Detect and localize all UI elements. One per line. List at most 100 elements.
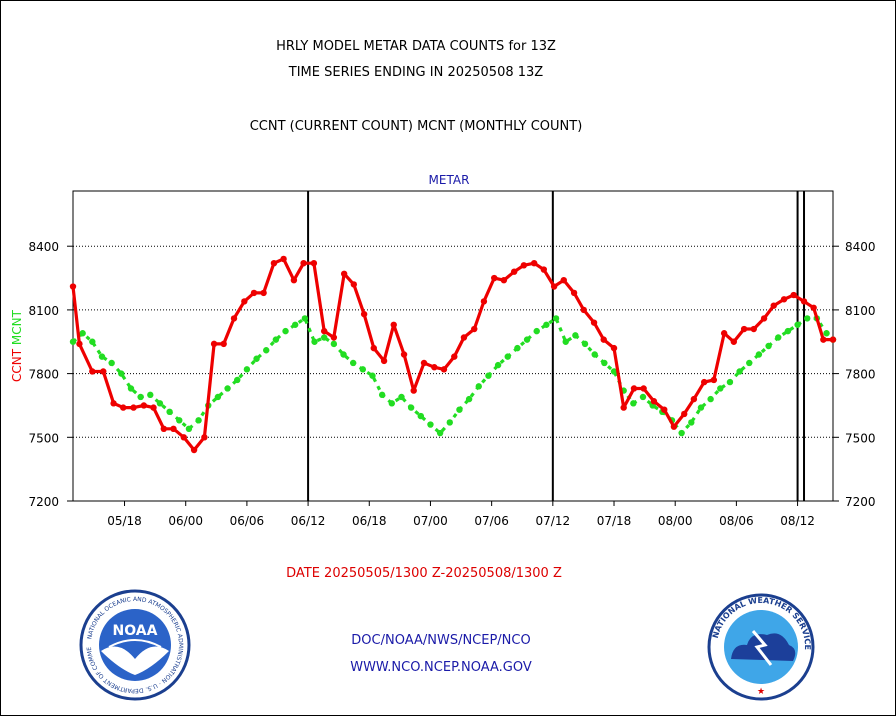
data-point-ccnt-58 — [650, 398, 658, 405]
y-tick-label-right-7500: 7500 — [845, 431, 876, 445]
y-tick-label-left-7500: 7500 — [28, 431, 59, 445]
data-point-ccnt-32 — [390, 321, 397, 328]
x-tick-label-08-12: 08/12 — [780, 514, 815, 528]
data-point-mcnt-34 — [398, 393, 405, 401]
data-point-mcnt-16 — [224, 385, 231, 392]
data-point-ccnt-11 — [180, 434, 187, 441]
data-point-mcnt-51 — [562, 338, 569, 345]
data-point-mcnt-64 — [688, 419, 695, 426]
x-tick-label-07-18: 07/18 — [597, 514, 632, 528]
data-point-mcnt-6 — [127, 385, 135, 392]
data-point-mcnt-49 — [543, 321, 550, 328]
data-point-ccnt-62 — [690, 395, 698, 403]
y-tick-label-left-8400: 8400 — [28, 240, 59, 254]
data-point-ccnt-33 — [400, 351, 408, 358]
data-point-ccnt-49 — [560, 276, 567, 284]
data-point-ccnt-22 — [290, 276, 298, 284]
data-point-ccnt-61 — [681, 410, 688, 418]
data-point-ccnt-2 — [89, 368, 96, 375]
data-point-ccnt-26 — [330, 334, 338, 341]
data-point-ccnt-76 — [829, 336, 837, 343]
data-point-ccnt-18 — [250, 289, 258, 297]
x-tick-label-05-18: 05/18 — [107, 514, 142, 528]
y-tick-label-right-7200: 7200 — [845, 495, 876, 509]
data-point-mcnt-3 — [98, 353, 106, 360]
data-point-ccnt-5 — [120, 404, 127, 411]
data-point-ccnt-38 — [451, 353, 458, 360]
data-point-mcnt-2 — [89, 338, 96, 345]
data-point-mcnt-59 — [639, 393, 647, 401]
data-point-ccnt-35 — [420, 359, 428, 367]
data-point-ccnt-21 — [280, 255, 287, 263]
data-point-ccnt-6 — [130, 404, 137, 411]
data-point-ccnt-36 — [431, 364, 438, 371]
data-point-mcnt-0 — [69, 338, 77, 345]
data-point-ccnt-20 — [270, 259, 278, 267]
y-tick-label-right-7800: 7800 — [845, 368, 876, 382]
data-point-ccnt-73 — [800, 298, 808, 305]
data-point-mcnt-44 — [494, 361, 502, 369]
data-point-mcnt-41 — [465, 395, 473, 403]
data-point-ccnt-16 — [230, 315, 238, 322]
data-point-mcnt-32 — [378, 391, 386, 399]
data-point-mcnt-1 — [79, 330, 86, 337]
data-point-mcnt-35 — [407, 404, 415, 411]
data-point-mcnt-10 — [166, 408, 173, 416]
data-point-ccnt-9 — [160, 425, 168, 433]
data-point-ccnt-12 — [190, 446, 198, 454]
data-point-mcnt-22 — [282, 327, 289, 335]
data-point-ccnt-3 — [100, 368, 107, 375]
x-tick-label-07-12: 07/12 — [536, 514, 571, 528]
data-point-mcnt-58 — [630, 400, 637, 407]
y-axis-label-ccnt: CCNT — [10, 348, 24, 382]
data-point-mcnt-31 — [369, 372, 376, 379]
plot-area — [72, 190, 834, 502]
data-point-ccnt-30 — [370, 344, 377, 352]
date-range: DATE 20250505/1300 Z-20250508/1300 Z — [286, 566, 562, 581]
website-link[interactable]: WWW.NCO.NCEP.NOAA.GOV — [350, 660, 532, 675]
data-point-mcnt-5 — [118, 370, 125, 377]
data-point-ccnt-72 — [790, 291, 797, 299]
x-tick-label-08-00: 08/00 — [658, 514, 693, 528]
data-point-mcnt-23 — [292, 321, 299, 328]
data-point-ccnt-15 — [220, 340, 227, 348]
y-tick-label-left-7200: 7200 — [28, 495, 59, 509]
data-point-ccnt-14 — [210, 340, 218, 348]
data-point-ccnt-10 — [170, 425, 177, 433]
data-point-ccnt-23 — [300, 259, 307, 267]
data-point-mcnt-66 — [707, 395, 714, 403]
data-point-mcnt-46 — [514, 344, 521, 352]
data-point-mcnt-21 — [272, 336, 280, 343]
data-point-mcnt-75 — [794, 321, 801, 328]
data-point-ccnt-53 — [600, 336, 607, 343]
data-point-mcnt-40 — [456, 406, 463, 413]
data-point-mcnt-56 — [610, 368, 618, 375]
data-point-mcnt-20 — [263, 347, 270, 354]
data-point-mcnt-65 — [697, 404, 705, 411]
data-point-ccnt-19 — [260, 289, 267, 297]
data-point-mcnt-67 — [717, 385, 724, 392]
data-point-mcnt-4 — [108, 359, 115, 367]
data-point-mcnt-12 — [185, 425, 193, 433]
x-tick-label-08-06: 08/06 — [719, 514, 754, 528]
data-point-mcnt-43 — [485, 372, 492, 379]
noaa-logo-icon: NOAA NATIONAL OCEANIC AND ATMOSPHERIC AD… — [79, 589, 191, 701]
data-point-mcnt-15 — [214, 393, 222, 401]
data-point-mcnt-72 — [765, 342, 772, 350]
data-point-mcnt-28 — [340, 351, 347, 358]
data-point-ccnt-63 — [700, 378, 708, 386]
data-point-mcnt-70 — [746, 359, 753, 367]
data-point-mcnt-33 — [388, 400, 396, 407]
y-tick-label-right-8400: 8400 — [845, 240, 876, 254]
data-point-ccnt-25 — [320, 327, 328, 335]
doc-link[interactable]: DOC/NOAA/NWS/NCEP/NCO — [351, 633, 531, 648]
data-point-ccnt-39 — [460, 334, 468, 341]
data-point-mcnt-53 — [581, 340, 589, 348]
x-tick-label-06-18: 06/18 — [352, 514, 387, 528]
data-point-ccnt-65 — [720, 330, 728, 337]
data-point-ccnt-44 — [510, 268, 518, 275]
data-point-ccnt-48 — [550, 283, 558, 290]
data-point-ccnt-29 — [360, 310, 368, 318]
